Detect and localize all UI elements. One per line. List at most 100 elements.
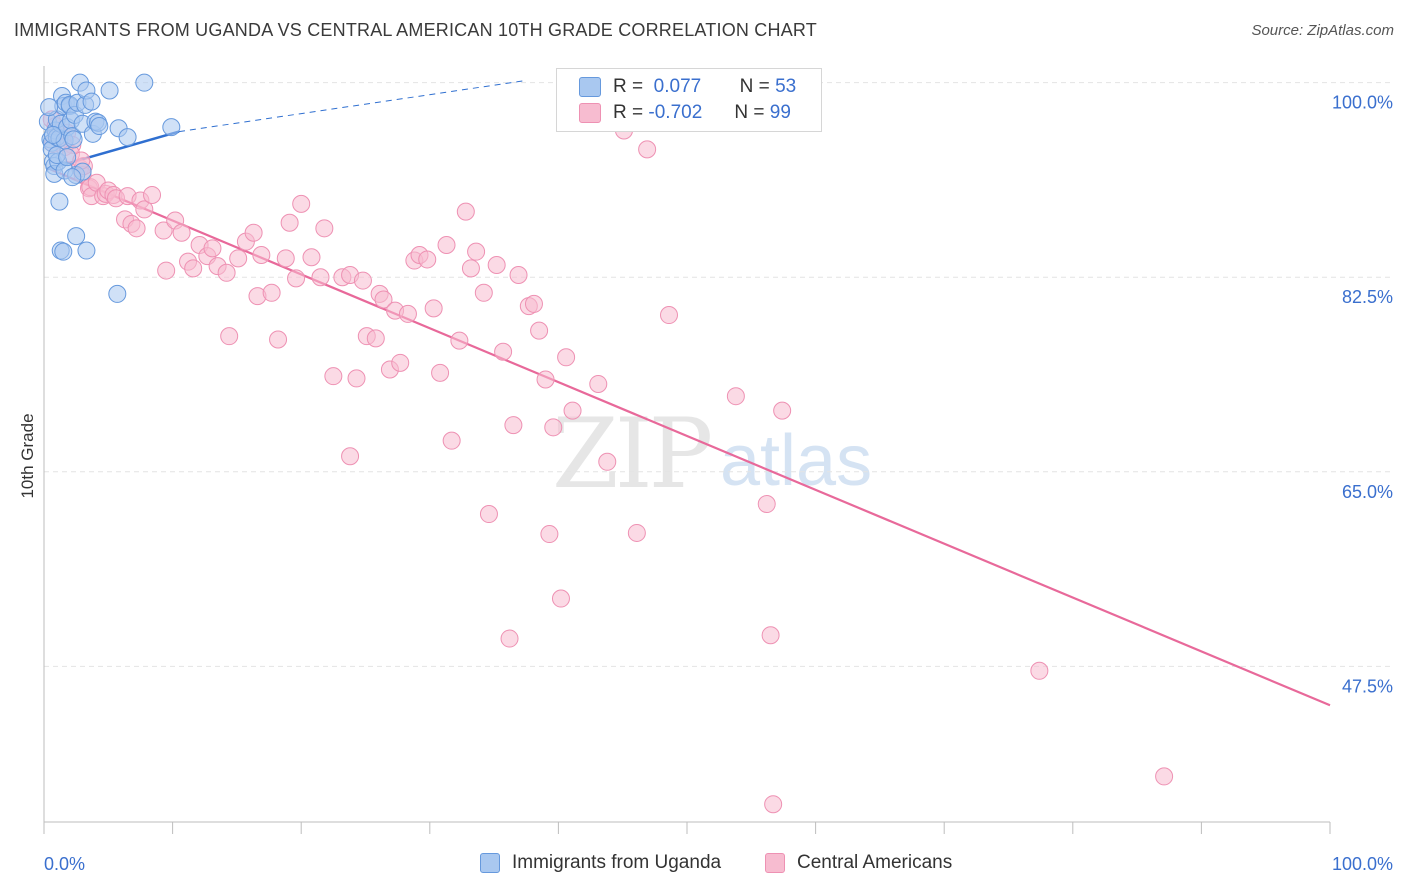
uganda-point	[100, 81, 119, 100]
uganda-point	[40, 98, 59, 117]
central-american-point	[315, 219, 334, 238]
central-american-point	[172, 223, 191, 242]
uganda-point	[108, 284, 127, 303]
central-american-point	[530, 321, 549, 340]
legend-label-central: Central Americans	[797, 852, 953, 873]
uganda-point	[135, 73, 154, 92]
central-american-point	[398, 304, 417, 323]
central-american-point	[311, 268, 330, 287]
central-american-point	[324, 367, 343, 386]
central-american-point	[1155, 767, 1174, 786]
trend-lines	[46, 79, 1331, 707]
legend-item-central-americans[interactable]: Central Americans	[765, 852, 952, 874]
central-american-point	[504, 416, 523, 435]
y-tick-label: 65.0%	[1342, 482, 1393, 502]
legend-n-label: N =	[734, 102, 765, 123]
grid-lines	[44, 82, 1394, 667]
uganda-point	[44, 125, 63, 144]
uganda-point	[82, 92, 101, 111]
central-american-point	[203, 239, 222, 258]
legend-r-value-central: -0.702	[648, 102, 703, 123]
central-american-point	[366, 329, 385, 348]
central-american-point	[461, 259, 480, 278]
uganda-point	[54, 242, 73, 261]
central-american-point	[494, 342, 513, 361]
central-american-point	[757, 495, 776, 514]
x-tick-label: 0.0%	[44, 854, 85, 874]
central-american-point	[424, 299, 443, 318]
central-american-point	[220, 327, 239, 346]
central-american-point	[244, 223, 263, 242]
central-american-point	[341, 447, 360, 466]
legend-swatch-blue	[579, 77, 601, 97]
central-american-point	[598, 452, 617, 471]
legend-n-value-central: 99	[769, 102, 791, 123]
central-american-point	[500, 629, 519, 648]
central-american-point	[431, 363, 450, 382]
central-american-point	[589, 374, 608, 393]
central-american-point	[456, 202, 475, 221]
central-american-point	[347, 369, 366, 388]
central-american-point	[437, 235, 456, 254]
series-legend: Immigrants from Uganda Central Americans	[0, 852, 1406, 876]
uganda-point	[77, 241, 96, 260]
central-american-point	[292, 194, 311, 213]
uganda-point	[118, 128, 137, 147]
central-american-point	[184, 259, 203, 278]
legend-item-uganda[interactable]: Immigrants from Uganda	[480, 852, 721, 874]
uganda-point	[90, 117, 109, 136]
axes	[43, 66, 1331, 834]
central-american-point	[391, 353, 410, 372]
central-american-point	[442, 431, 461, 450]
central-american-point	[1030, 661, 1049, 680]
central-american-point	[353, 271, 372, 290]
y-tick-label: 100.0%	[1332, 93, 1393, 113]
uganda-trend-extension	[178, 79, 527, 133]
legend-swatch-pink	[765, 853, 785, 873]
y-tick-label: 47.5%	[1342, 676, 1393, 696]
central-american-point	[726, 387, 745, 406]
central-american-point	[143, 185, 162, 204]
central-american-point	[627, 523, 646, 542]
legend-r-label: R =	[613, 76, 644, 97]
central-american-point	[536, 370, 555, 389]
central-american-point	[540, 525, 559, 544]
legend-r-value-uganda: 0.077	[653, 76, 702, 97]
central-american-point	[217, 263, 236, 282]
correlation-legend: R = 0.077 N = 53 R = -0.702 N = 99	[556, 68, 822, 132]
central-american-point	[252, 246, 271, 264]
chart-title: IMMIGRANTS FROM UGANDA VS CENTRAL AMERIC…	[14, 20, 817, 40]
uganda-point	[58, 148, 77, 167]
central-american-point	[157, 261, 176, 280]
central-american-point	[563, 401, 582, 420]
central-american-point	[557, 348, 576, 367]
uganda-point	[67, 227, 86, 246]
central-american-point	[262, 283, 281, 302]
source-label: Source: ZipAtlas.com	[1251, 22, 1394, 39]
y-tick-label: 82.5%	[1342, 287, 1393, 307]
central-american-point	[127, 219, 146, 238]
central-american-point	[764, 795, 783, 814]
uganda-point	[64, 130, 83, 149]
central-american-point	[773, 401, 792, 420]
central-american-point	[467, 242, 486, 261]
central-american-point	[374, 290, 393, 309]
axis-labels: 47.5% 65.0% 82.5% 100.0% 0.0% 100.0% 10th Grad…	[18, 93, 1393, 874]
central-american-point	[524, 294, 543, 313]
central-american-point	[418, 250, 437, 269]
central-american-point	[269, 330, 288, 349]
central-american-point	[487, 256, 506, 275]
central-american-point	[276, 249, 295, 268]
legend-row-uganda: R = 0.077 N = 53	[579, 74, 796, 100]
y-axis-label: 10th Grade	[18, 413, 37, 498]
data-points	[38, 73, 1174, 814]
central-american-point	[474, 283, 493, 302]
legend-label-uganda: Immigrants from Uganda	[512, 852, 722, 873]
uganda-point	[63, 168, 82, 187]
central-american-point	[659, 306, 678, 325]
central-american-point	[479, 505, 498, 524]
central-american-point	[551, 589, 570, 608]
central-american-point	[509, 266, 528, 285]
central-american-point	[450, 331, 469, 350]
